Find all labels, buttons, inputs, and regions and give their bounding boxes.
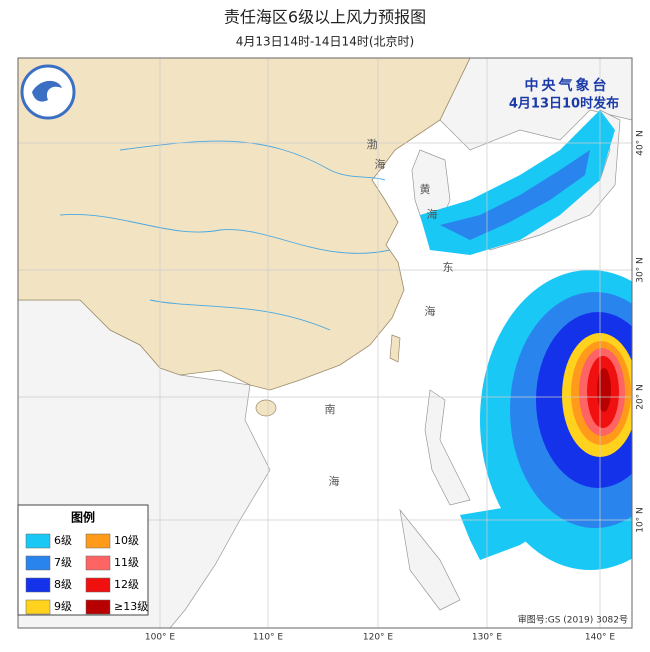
- sea-label: 海: [375, 157, 386, 171]
- legend-swatch: [25, 555, 51, 571]
- sea-label: 海: [425, 304, 436, 318]
- lat-label: 30° N: [636, 257, 646, 283]
- lat-label: 40° N: [636, 130, 646, 156]
- lat-label: 20° N: [636, 384, 646, 410]
- legend-title: 图例: [71, 510, 95, 525]
- sea-label: 海: [329, 474, 340, 488]
- legend-label: 6级: [54, 534, 72, 547]
- legend-label: 9级: [54, 600, 72, 613]
- lon-label: 100° E: [145, 633, 176, 643]
- lon-label: 110° E: [253, 633, 284, 643]
- wind-zone: [460, 505, 560, 560]
- legend-label: 8级: [54, 578, 72, 591]
- issue-time: 4月13日10时发布: [509, 96, 619, 112]
- legend: 图例 6级 10级 7级 11级 8级 12级 9级 ≥13级: [17, 504, 149, 616]
- legend-label: 12级: [114, 578, 139, 591]
- legend-swatch: [25, 533, 51, 549]
- logo: [20, 64, 76, 120]
- approval: 审图号:GS (2019) 3082号: [518, 614, 628, 626]
- legend-swatch: [85, 555, 111, 571]
- sea-label: 东: [443, 261, 454, 274]
- lon-label: 130° E: [472, 633, 503, 643]
- legend-swatch: [85, 599, 111, 615]
- legend-label: ≥13级: [114, 600, 148, 613]
- legend-swatch: [85, 533, 111, 549]
- sea-label: 海: [427, 207, 438, 221]
- sea-label: 渤: [367, 138, 378, 151]
- wind-zone: [597, 368, 611, 412]
- lon-label: 120° E: [363, 633, 394, 643]
- legend-label: 10级: [114, 534, 139, 547]
- legend-swatch: [85, 577, 111, 593]
- legend-label: 7级: [54, 556, 72, 569]
- sea-label: 黄: [420, 182, 431, 196]
- issuer-name: 中央气象台: [525, 77, 610, 94]
- lon-label: 140° E: [585, 633, 616, 643]
- legend-swatch: [25, 599, 51, 615]
- lat-label: 10° N: [636, 507, 646, 533]
- legend-label: 11级: [114, 556, 139, 569]
- legend-swatch: [25, 577, 51, 593]
- sea-label: 南: [325, 403, 336, 416]
- title: 责任海区6级以上风力预报图: [224, 8, 426, 27]
- subtitle: 4月13日14时-14日14时(北京时): [236, 35, 414, 49]
- wind-zone: [440, 150, 590, 240]
